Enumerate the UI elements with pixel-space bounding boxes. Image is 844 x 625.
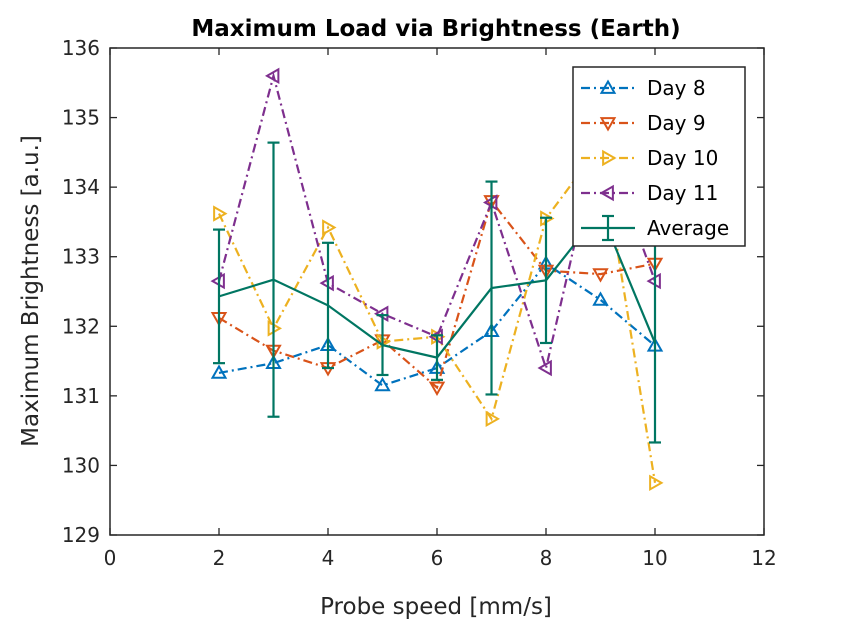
legend: Day 8 Day 9 Day 10 Day 11 Average: [572, 66, 746, 247]
legend-item: Day 9: [581, 111, 706, 135]
data-point: [213, 205, 228, 222]
data-point: [649, 474, 664, 492]
data-point: [592, 291, 609, 306]
y-tick-label: 131: [62, 384, 100, 408]
chart-title: Maximum Load via Brightness (Earth): [191, 16, 680, 42]
legend-swatch-marker: [599, 184, 614, 202]
legend-swatch-marker: [599, 79, 617, 94]
data-point: [537, 359, 552, 377]
x-tick-label: 8: [540, 546, 553, 570]
legend-label: Average: [647, 216, 729, 240]
legend-swatch-marker: [599, 117, 617, 132]
y-tick-label: 129: [62, 523, 100, 547]
legend-label: Day 10: [647, 146, 718, 170]
data-point: [210, 364, 228, 379]
data-point: [428, 381, 446, 397]
legend-item: Day 11: [581, 181, 718, 205]
data-point: [264, 67, 280, 85]
y-axis-label: Maximum Brightness [a.u.]: [18, 135, 44, 447]
x-tick-label: 2: [213, 546, 226, 570]
x-tick-label: 0: [104, 546, 117, 570]
legend-item: Day 10: [581, 146, 718, 170]
x-tick-label: 12: [751, 546, 776, 570]
legend-swatch-marker: [602, 149, 617, 167]
legend-item: Day 8: [581, 76, 706, 100]
y-tick-label: 133: [62, 245, 100, 269]
series-line-day-9: [218, 198, 656, 390]
legend-item: Average: [581, 214, 729, 242]
legend-label: Day 11: [647, 181, 718, 205]
x-tick-label: 4: [322, 546, 335, 570]
data-point: [592, 268, 609, 283]
x-tick-label: 10: [642, 546, 667, 570]
y-tick-label: 130: [62, 453, 100, 477]
y-tick-label: 136: [62, 36, 100, 60]
legend-box: [572, 66, 746, 247]
x-axis-label: Probe speed [mm/s]: [320, 594, 552, 620]
data-point: [485, 410, 501, 428]
data-point: [374, 376, 391, 392]
x-tick-label: 6: [431, 546, 444, 570]
data-point: [322, 219, 337, 236]
y-tick-label: 134: [62, 175, 100, 199]
y-tick-label: 132: [62, 314, 100, 338]
y-tick-label: 135: [62, 106, 100, 130]
legend-label: Day 8: [647, 76, 706, 100]
legend-label: Day 9: [647, 111, 706, 135]
